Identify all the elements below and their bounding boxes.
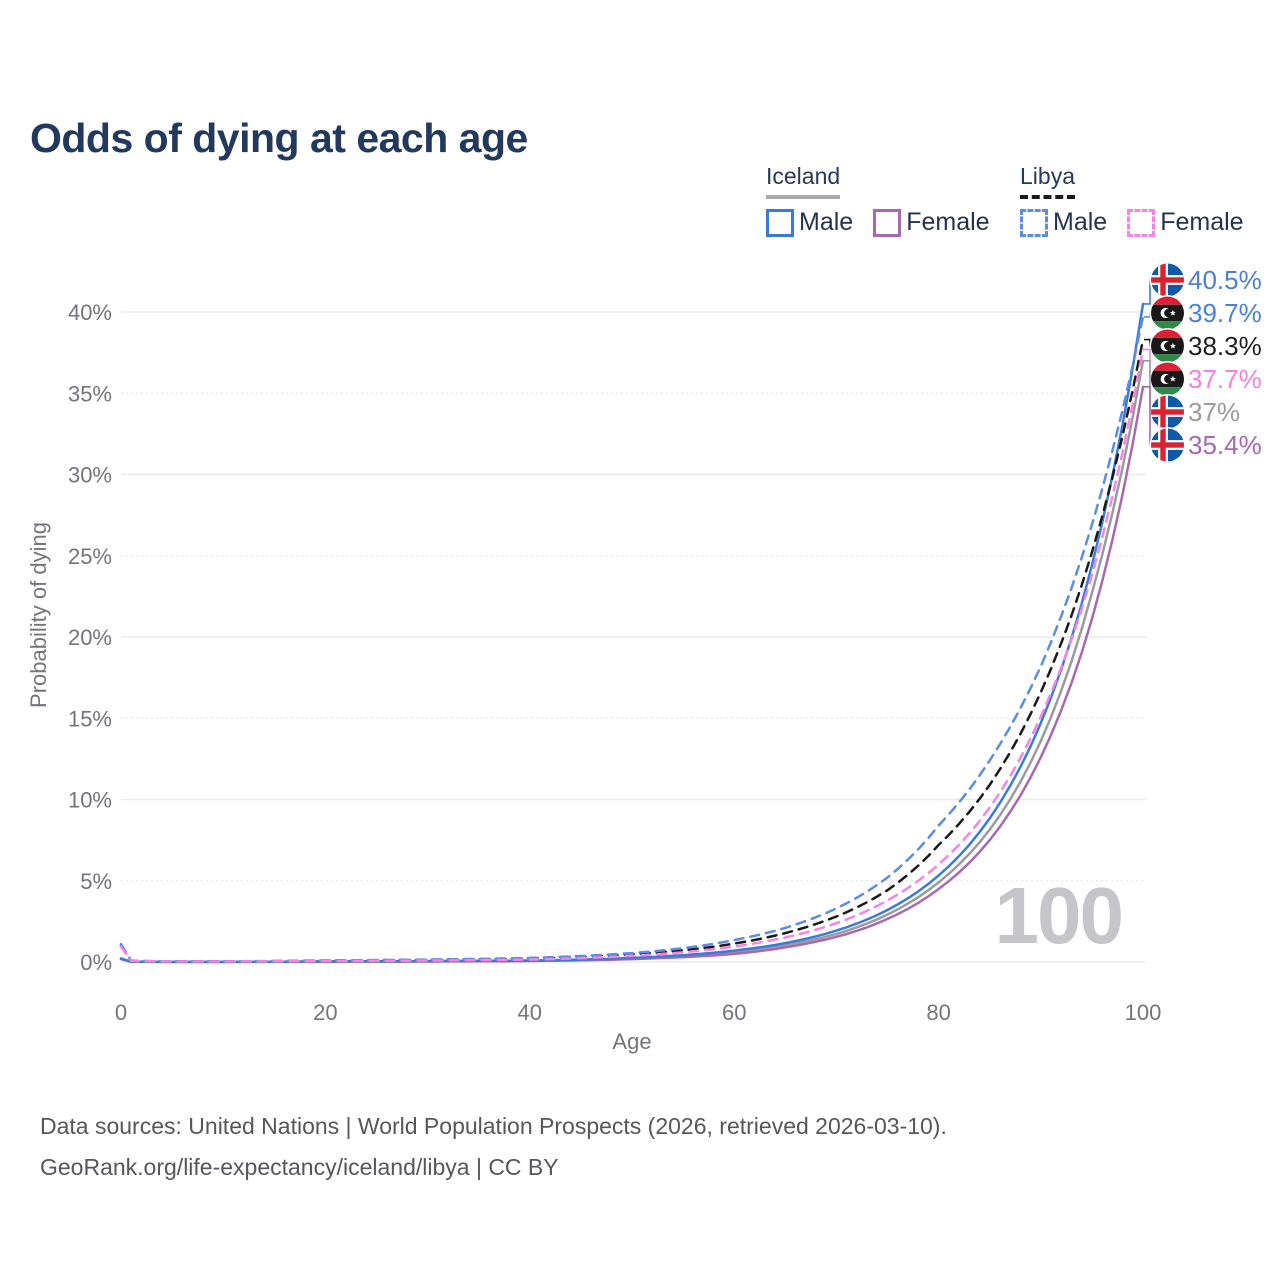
flag-iceland-icon	[1149, 394, 1186, 430]
series-line-iceland-both	[119, 359, 1145, 964]
legend-item-libya-male[interactable]: Male	[1020, 208, 1107, 237]
y-tick-label: 15%	[68, 706, 112, 731]
legend-item-label: Male	[799, 208, 854, 236]
legend-item-label: Female	[906, 208, 990, 236]
flag-iceland-icon	[1149, 427, 1186, 463]
x-tick-label: 80	[926, 1000, 950, 1025]
legend-group-iceland: Iceland Male Female	[766, 163, 990, 237]
x-tick-label: 100	[1125, 1000, 1162, 1025]
end-value-label: 38.3%	[1188, 331, 1262, 361]
series-line-libya-both	[119, 338, 1145, 963]
y-tick-label: 35%	[68, 381, 112, 406]
y-tick-label: 30%	[68, 463, 112, 488]
libya-female-swatch-icon	[1127, 208, 1156, 237]
legend-item-label: Male	[1053, 208, 1108, 236]
legend-item-libya-female[interactable]: Female	[1127, 208, 1244, 237]
legend-items-iceland: Male Female	[766, 208, 990, 237]
y-tick-label: 40%	[68, 300, 112, 325]
y-axis-title: Probability of dying	[26, 522, 51, 708]
series-line-libya-male	[119, 315, 1145, 963]
x-tick-label: 40	[518, 1000, 542, 1025]
x-axis-title: Age	[612, 1029, 651, 1054]
leader-line	[1144, 386, 1151, 446]
y-tick-label: 25%	[68, 544, 112, 569]
page-title: Odds of dying at each age	[30, 115, 528, 162]
y-tick-label: 0%	[80, 950, 112, 975]
y-tick-label: 5%	[80, 869, 112, 894]
legend-items-libya: Male Female	[1020, 208, 1244, 237]
legend-item-iceland-male[interactable]: Male	[766, 208, 853, 237]
legend-item-iceland-female[interactable]: Female	[873, 208, 990, 237]
legend-country-libya[interactable]: Libya	[1020, 163, 1075, 199]
flag-iceland-icon	[1149, 262, 1186, 298]
footer-data-sources: Data sources: United Nations | World Pop…	[40, 1113, 947, 1139]
flag-libya-icon	[1149, 295, 1186, 331]
age-counter-watermark: 100	[994, 871, 1124, 960]
y-tick-label: 20%	[68, 625, 112, 650]
flag-libya-icon	[1149, 361, 1186, 397]
x-tick-label: 20	[313, 1000, 337, 1025]
end-value-label: 37%	[1188, 397, 1240, 427]
x-tick-label: 60	[722, 1000, 746, 1025]
end-value-label: 40.5%	[1188, 265, 1262, 295]
end-value-label: 39.7%	[1188, 298, 1262, 328]
legend-country-iceland[interactable]: Iceland	[766, 163, 841, 199]
legend: Iceland Male Female Libya Male	[0, 163, 1280, 243]
series-line-iceland-male	[119, 302, 1145, 964]
end-value-label: 37.7%	[1188, 364, 1262, 394]
iceland-female-swatch-icon	[873, 208, 902, 237]
series-line-iceland-female	[119, 385, 1145, 964]
series-line-libya-female	[119, 348, 1145, 963]
flag-libya-icon	[1149, 328, 1186, 364]
y-tick-label: 10%	[68, 788, 112, 813]
legend-item-label: Female	[1160, 208, 1244, 236]
x-tick-label: 0	[115, 1000, 127, 1025]
libya-male-swatch-icon	[1020, 208, 1048, 237]
iceland-male-swatch-icon	[766, 208, 794, 237]
legend-group-libya: Libya Male Female	[1020, 163, 1244, 237]
footer-url: GeoRank.org/life-expectancy/iceland/liby…	[40, 1154, 559, 1180]
footer: Data sources: United Nations | World Pop…	[40, 1106, 947, 1188]
end-value-label: 35.4%	[1188, 430, 1262, 460]
